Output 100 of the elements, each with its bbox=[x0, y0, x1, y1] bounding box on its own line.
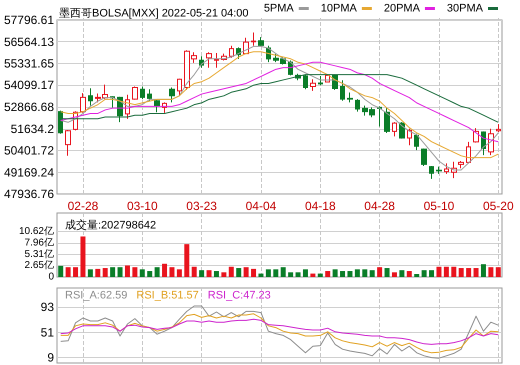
bar bbox=[228, 266, 234, 277]
candlestick bbox=[414, 133, 419, 151]
bar bbox=[154, 267, 160, 277]
bar bbox=[444, 266, 449, 277]
candlestick bbox=[258, 36, 264, 47]
line-series bbox=[60, 318, 499, 345]
bar bbox=[340, 271, 346, 277]
candlestick bbox=[318, 76, 323, 86]
candlestick bbox=[169, 87, 175, 103]
bar bbox=[288, 272, 294, 277]
line-series bbox=[60, 313, 499, 354]
line-series bbox=[60, 74, 499, 123]
bar bbox=[102, 268, 108, 277]
bar bbox=[258, 274, 264, 277]
y-tick-label: 56564.13 bbox=[4, 34, 54, 49]
candlestick bbox=[303, 74, 308, 90]
y-tick-label: 0 bbox=[48, 272, 54, 282]
candlestick bbox=[177, 78, 182, 96]
candlestick bbox=[65, 130, 71, 156]
candlestick bbox=[132, 86, 138, 100]
y-tick-label: 9 bbox=[47, 350, 54, 365]
bar bbox=[488, 267, 494, 277]
candlestick bbox=[407, 128, 412, 146]
legend-label: 30PMA bbox=[446, 2, 484, 14]
x-tick-label: 04-18 bbox=[304, 199, 336, 213]
bar bbox=[451, 266, 456, 277]
y-tick-label: 54099.17 bbox=[4, 78, 54, 92]
candlestick bbox=[444, 162, 449, 174]
bar bbox=[147, 271, 152, 277]
bar bbox=[236, 268, 242, 277]
bar bbox=[354, 269, 360, 277]
candlestick bbox=[458, 160, 464, 169]
x-tick-label: 03-10 bbox=[126, 199, 158, 213]
candlestick bbox=[154, 98, 160, 113]
y-tick-label: 47936.76 bbox=[4, 187, 54, 201]
bar bbox=[124, 265, 130, 277]
line-series bbox=[60, 62, 499, 142]
bar bbox=[392, 272, 397, 277]
bar bbox=[480, 264, 486, 277]
bar bbox=[73, 267, 78, 277]
bar bbox=[296, 272, 301, 277]
series-label: RSI_A:62.59 bbox=[65, 290, 128, 302]
legend-label: 5PMA bbox=[264, 2, 294, 14]
bar bbox=[192, 266, 197, 277]
chart-title: 墨西哥BOLSA[MXX] 2022-05-21 04:00 bbox=[59, 8, 249, 20]
bar bbox=[362, 269, 368, 277]
candlestick bbox=[206, 52, 212, 68]
y-tick-label: 52866.68 bbox=[4, 100, 54, 114]
y-tick-label: 49169.24 bbox=[4, 165, 54, 180]
bar bbox=[244, 267, 249, 277]
bar bbox=[132, 267, 138, 277]
bar bbox=[58, 266, 64, 277]
candlestick bbox=[251, 32, 256, 46]
candlestick bbox=[229, 45, 234, 58]
bar bbox=[347, 271, 352, 277]
candlestick bbox=[347, 92, 353, 103]
series-label: RSI_C:47.23 bbox=[208, 290, 271, 302]
bar bbox=[332, 269, 338, 277]
bar bbox=[458, 268, 464, 277]
bar bbox=[199, 270, 204, 277]
bar bbox=[66, 267, 71, 277]
x-tick-label: 02-28 bbox=[68, 199, 99, 213]
bar bbox=[436, 266, 442, 277]
y-tick-label: 93 bbox=[40, 300, 54, 314]
y-tick-label: 55331.65 bbox=[4, 56, 54, 70]
bar bbox=[273, 269, 278, 277]
candlestick bbox=[392, 122, 397, 137]
candlestick bbox=[214, 52, 219, 68]
candlestick bbox=[436, 166, 442, 174]
text: 成交量:202798642 bbox=[65, 218, 156, 232]
bar bbox=[474, 268, 479, 277]
bar bbox=[162, 264, 168, 277]
bar bbox=[118, 267, 123, 277]
bar bbox=[399, 270, 404, 277]
bar bbox=[110, 267, 116, 277]
candlestick bbox=[421, 148, 427, 166]
candlestick bbox=[377, 106, 382, 127]
candlestick bbox=[429, 165, 434, 180]
candlestick bbox=[80, 92, 86, 112]
bar bbox=[325, 271, 330, 277]
bar bbox=[406, 271, 412, 277]
bar bbox=[384, 268, 390, 277]
y-tick-label: 7.96亿 bbox=[24, 238, 54, 249]
bar bbox=[310, 274, 316, 277]
bar bbox=[280, 267, 286, 277]
bar bbox=[140, 269, 145, 277]
bar bbox=[95, 268, 100, 277]
candlestick bbox=[384, 106, 390, 134]
candlestick bbox=[140, 86, 145, 100]
bar bbox=[414, 274, 420, 277]
bar bbox=[176, 269, 182, 277]
y-tick-label: 5.31亿 bbox=[24, 248, 54, 260]
bar bbox=[429, 270, 434, 277]
legend-label: 20PMA bbox=[384, 2, 421, 14]
y-tick-label: 51 bbox=[40, 325, 54, 340]
candlestick bbox=[399, 122, 405, 140]
bar bbox=[214, 271, 219, 277]
candlestick bbox=[58, 110, 63, 134]
legend-label: 10PMA bbox=[320, 2, 358, 14]
bar bbox=[266, 269, 271, 277]
